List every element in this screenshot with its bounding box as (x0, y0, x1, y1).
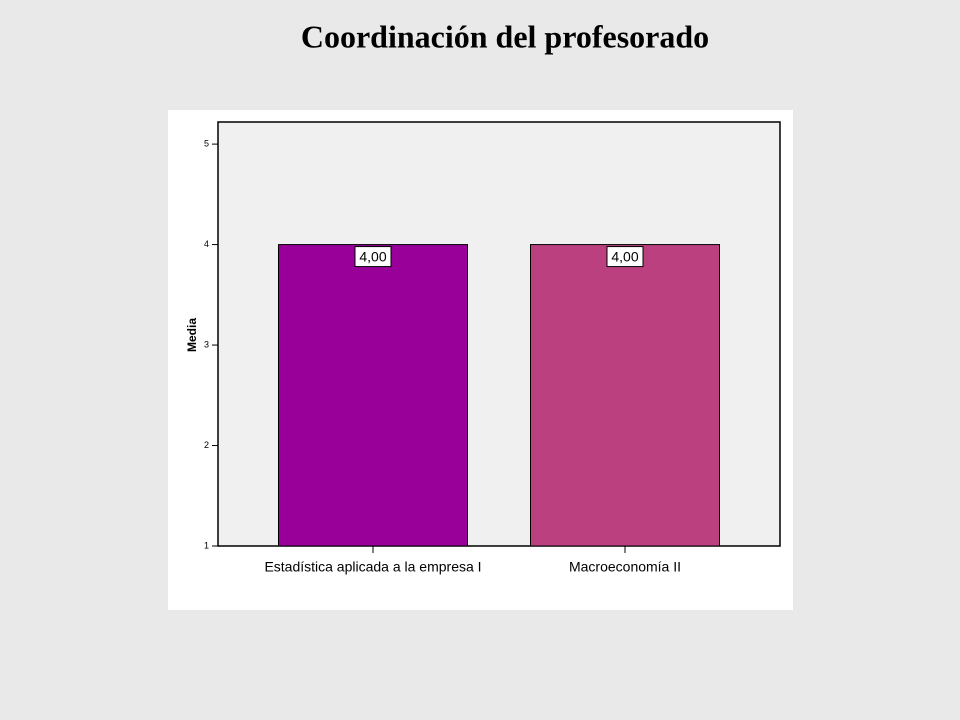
x-tick-label: Estadística aplicada a la empresa I (264, 559, 481, 575)
chart-title: Coordinación del profesorado (301, 18, 709, 54)
bar (530, 244, 720, 547)
value-label: 4,00 (611, 248, 638, 264)
y-tick-label: 1 (204, 540, 209, 550)
value-label-box (354, 246, 392, 268)
bar (278, 244, 468, 547)
y-tick-label: 5 (204, 138, 209, 148)
y-axis-label: Media (185, 318, 199, 352)
x-tick-label: Macroeconomía II (569, 559, 681, 575)
y-tick-label: 2 (204, 440, 209, 450)
y-tick-label: 3 (204, 339, 209, 349)
value-label-box (606, 246, 644, 268)
y-tick-label: 4 (204, 239, 209, 249)
value-label: 4,00 (359, 248, 386, 264)
